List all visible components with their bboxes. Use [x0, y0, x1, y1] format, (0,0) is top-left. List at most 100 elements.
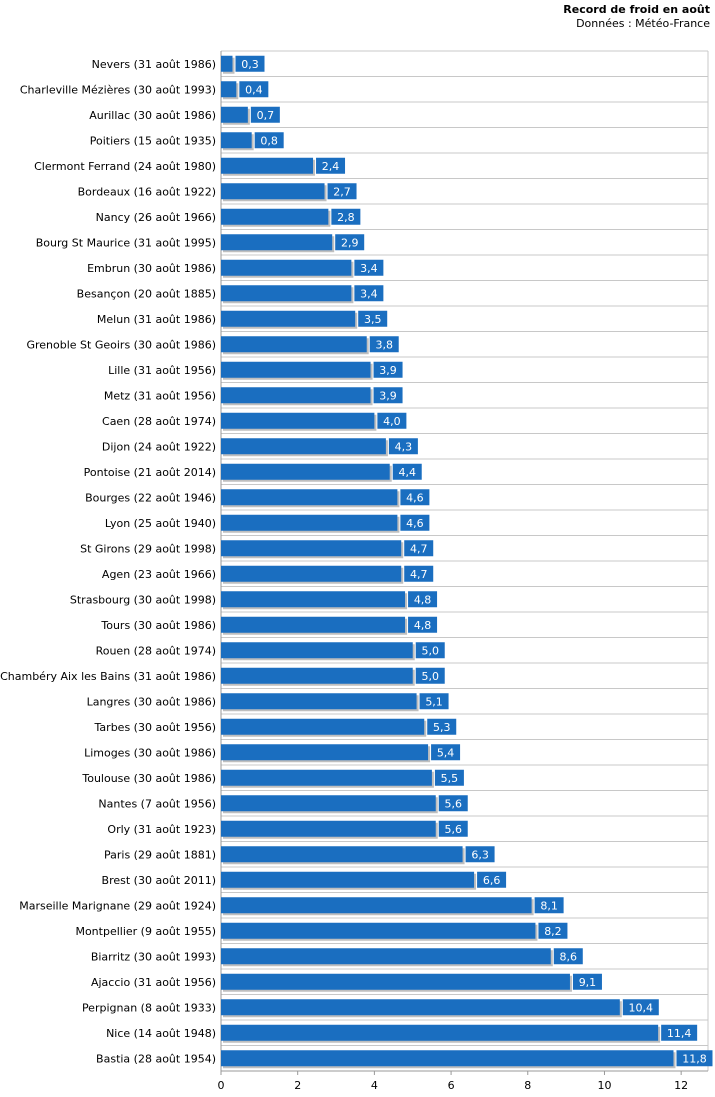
bar — [221, 387, 371, 404]
category-label: Orly (31 août 1923) — [107, 823, 216, 836]
data-label: 3,5 — [364, 313, 382, 326]
category-label: St Girons (29 août 1998) — [80, 542, 216, 555]
x-tick-label: 10 — [597, 1079, 611, 1092]
category-label: Melun (31 août 1986) — [97, 313, 216, 326]
data-label-box — [661, 1024, 698, 1041]
data-label-box — [335, 234, 365, 251]
data-label: 2,7 — [333, 185, 351, 198]
bar — [221, 769, 432, 786]
data-label: 6,3 — [471, 848, 489, 861]
x-tick-label: 12 — [674, 1079, 688, 1092]
category-label: Bourges (22 août 1946) — [85, 491, 216, 504]
category-label: Bordeaux (16 août 1922) — [78, 185, 216, 198]
data-label: 11,4 — [667, 1027, 692, 1040]
data-label: 5,3 — [433, 721, 451, 734]
category-label: Bastia (28 août 1954) — [96, 1052, 216, 1065]
category-label: Dijon (24 août 1922) — [102, 440, 216, 453]
data-label-box — [438, 820, 468, 837]
bar — [221, 897, 532, 914]
category-label: Besançon (20 août 1885) — [77, 287, 216, 300]
category-label: Aurillac (30 août 1986) — [89, 109, 216, 122]
data-label-box — [676, 1050, 713, 1067]
data-label: 2,4 — [322, 160, 340, 173]
data-label: 4,0 — [383, 415, 401, 428]
bar — [221, 183, 325, 200]
data-label: 5,6 — [444, 797, 462, 810]
data-label: 3,9 — [379, 364, 397, 377]
data-label-box — [239, 81, 269, 98]
data-label: 4,7 — [410, 568, 428, 581]
category-label: Rouen (28 août 1974) — [96, 644, 216, 657]
data-label: 8,6 — [560, 950, 578, 963]
bar — [221, 361, 371, 378]
data-label-box — [465, 846, 495, 863]
x-tick-label: 0 — [218, 1079, 225, 1092]
data-label-box — [250, 106, 280, 123]
data-label: 3,4 — [360, 262, 378, 275]
data-label: 4,8 — [414, 619, 432, 632]
category-label: Embrun (30 août 1986) — [87, 262, 216, 275]
category-label: Toulouse (30 août 1986) — [81, 772, 216, 785]
data-label-box — [400, 514, 430, 531]
data-label: 5,0 — [421, 670, 439, 683]
x-tick-label: 2 — [294, 1079, 301, 1092]
data-label: 6,6 — [483, 874, 501, 887]
bar — [221, 1050, 674, 1067]
data-label-box — [431, 744, 461, 761]
data-label-box — [434, 769, 464, 786]
data-label: 0,8 — [260, 134, 278, 147]
bar — [221, 132, 252, 149]
x-tick-label: 6 — [448, 1079, 455, 1092]
data-label-box — [373, 387, 403, 404]
bar — [221, 795, 436, 812]
data-label-box — [622, 999, 659, 1016]
bar — [221, 157, 314, 174]
bar — [221, 616, 406, 633]
data-label: 5,0 — [421, 644, 439, 657]
category-label: Metz (31 août 1956) — [104, 389, 216, 402]
bar — [221, 591, 406, 608]
data-label-box — [427, 718, 457, 735]
category-label: Clermont Ferrand (24 août 1980) — [34, 160, 216, 173]
data-label-box — [400, 489, 430, 506]
bar — [221, 514, 398, 531]
data-label-box — [327, 183, 357, 200]
category-label: Nancy (26 août 1966) — [96, 211, 216, 224]
data-label: 0,4 — [245, 83, 263, 96]
category-label: Biarritz (30 août 1993) — [91, 950, 216, 963]
bars: 0,3 Nevers (31 août 1986) 0,4 Charleville M… — [0, 55, 713, 1069]
category-label: Nantes (7 août 1956) — [98, 797, 216, 810]
data-label-box — [358, 310, 388, 327]
bar — [221, 565, 402, 582]
data-label-box — [354, 285, 384, 302]
data-label-box — [408, 616, 438, 633]
data-label: 4,7 — [410, 542, 428, 555]
category-label: Grenoble St Geoirs (30 août 1986) — [26, 338, 216, 351]
category-label: Charleville Mézières (30 août 1993) — [20, 83, 216, 96]
bar — [221, 438, 386, 455]
data-label: 11,8 — [682, 1052, 707, 1065]
bar — [221, 106, 248, 123]
data-label: 8,2 — [544, 925, 562, 938]
data-label-box — [316, 157, 346, 174]
category-label: Poitiers (15 août 1935) — [90, 134, 216, 147]
bar — [221, 667, 413, 684]
category-label: Lyon (25 août 1940) — [105, 517, 216, 530]
data-label: 4,6 — [406, 517, 424, 530]
bar — [221, 310, 356, 327]
x-axis: 0 2 4 6 8 10 12 — [218, 1071, 688, 1092]
data-label: 3,9 — [379, 389, 397, 402]
bar — [221, 208, 329, 225]
data-label-box — [553, 948, 583, 965]
bar — [221, 285, 352, 302]
data-label: 9,1 — [579, 976, 597, 989]
chart-title: Record de froid en août — [563, 3, 710, 16]
data-label-box — [354, 259, 384, 276]
category-label: Tarbes (30 août 1956) — [94, 721, 216, 734]
category-label: Caen (28 août 1974) — [102, 415, 216, 428]
data-label: 4,4 — [398, 466, 416, 479]
bar — [221, 412, 375, 429]
category-label: Bourg St Maurice (31 août 1995) — [36, 236, 216, 249]
chart-subtitle: Données : Météo-France — [576, 17, 710, 30]
